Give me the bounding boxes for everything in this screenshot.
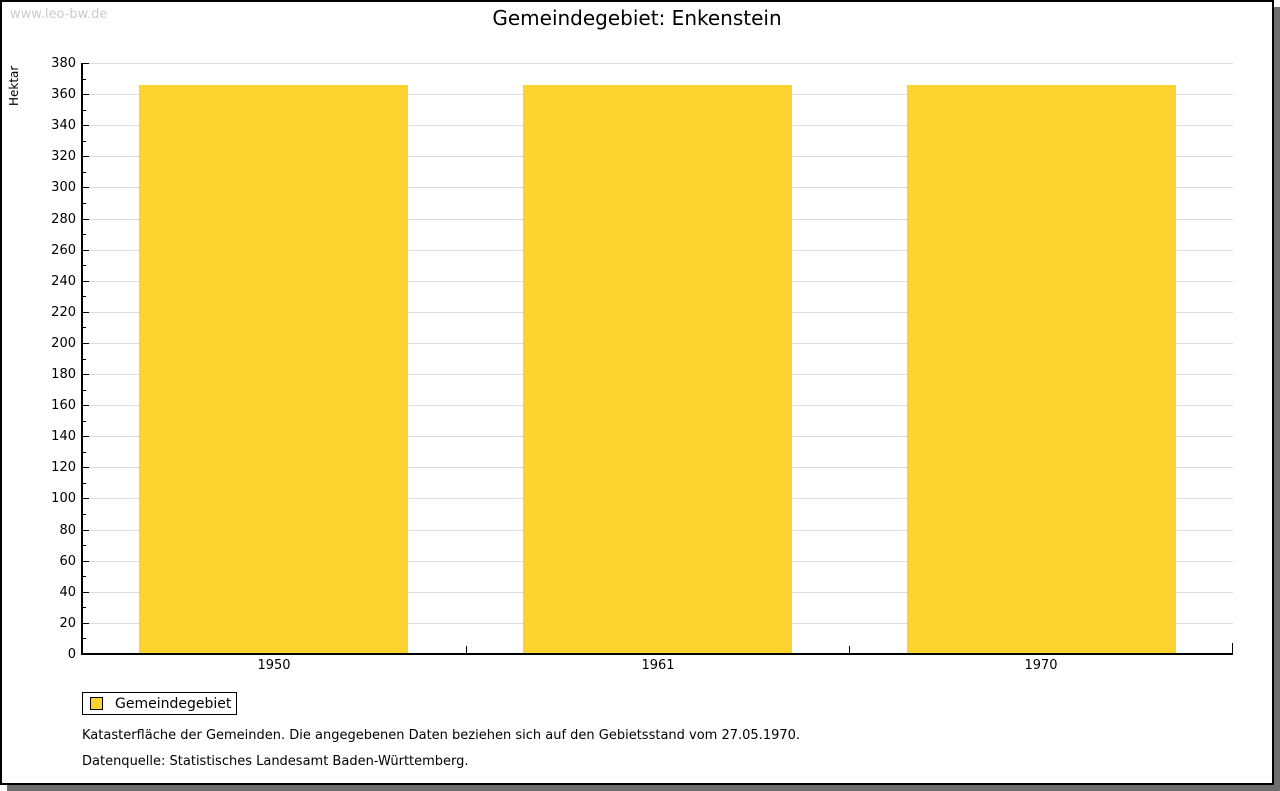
y-tick xyxy=(82,483,86,484)
legend-box: Gemeindegebiet xyxy=(82,692,237,715)
y-tick xyxy=(82,125,89,126)
y-tick xyxy=(82,561,89,562)
y-tick xyxy=(82,405,89,406)
y-tick xyxy=(82,234,86,235)
y-tick xyxy=(82,545,86,546)
y-tick-label: 100 xyxy=(51,491,76,506)
y-tick-label: 80 xyxy=(59,523,76,538)
y-tick xyxy=(82,327,86,328)
y-tick xyxy=(82,576,86,577)
footer-source: Datenquelle: Statistisches Landesamt Bad… xyxy=(82,754,469,769)
bar xyxy=(907,85,1176,654)
y-tick xyxy=(82,250,89,251)
bar xyxy=(139,85,408,654)
x-axis-line xyxy=(81,653,1233,655)
y-tick xyxy=(82,343,89,344)
y-tick xyxy=(82,390,86,391)
y-tick-label: 0 xyxy=(67,647,76,662)
y-tick-label: 200 xyxy=(51,336,76,351)
y-tick-label: 260 xyxy=(51,243,76,258)
y-tick xyxy=(82,467,89,468)
bar xyxy=(523,85,792,654)
y-tick xyxy=(82,79,86,80)
legend-swatch xyxy=(90,697,103,710)
y-tick xyxy=(82,203,86,204)
y-tick xyxy=(82,607,86,608)
y-tick-label: 140 xyxy=(51,429,76,444)
y-tick xyxy=(82,452,86,453)
y-tick-label: 280 xyxy=(51,212,76,227)
y-tick xyxy=(82,265,86,266)
y-tick-label: 320 xyxy=(51,149,76,164)
y-tick-label: 340 xyxy=(51,118,76,133)
x-tick-label: 1970 xyxy=(1024,658,1058,673)
y-tick xyxy=(82,63,89,64)
y-tick xyxy=(82,187,89,188)
y-tick xyxy=(82,530,89,531)
y-tick-label: 160 xyxy=(51,398,76,413)
footer-note: Katasterfläche der Gemeinden. Die angege… xyxy=(82,728,801,743)
y-tick-label: 180 xyxy=(51,367,76,382)
y-tick-label: 40 xyxy=(59,585,76,600)
gridline xyxy=(82,63,1233,64)
x-tick-label: 1950 xyxy=(257,658,291,673)
y-tick xyxy=(82,638,86,639)
y-axis-line xyxy=(81,63,83,654)
watermark: www.leo-bw.de xyxy=(10,7,108,22)
plot-area: 0 20 40 60 80 100 120 140 160 180 200 220 240 260 280 3… xyxy=(2,2,1272,783)
y-tick xyxy=(82,436,89,437)
x-tick-label: 1961 xyxy=(641,658,675,673)
y-tick xyxy=(82,296,86,297)
y-tick xyxy=(82,156,89,157)
y-tick-label: 60 xyxy=(59,554,76,569)
y-tick xyxy=(82,359,86,360)
x-separator-tick xyxy=(849,646,850,654)
y-tick xyxy=(82,312,89,313)
y-tick-label: 360 xyxy=(51,87,76,102)
y-tick-label: 300 xyxy=(51,180,76,195)
y-tick-label: 20 xyxy=(59,616,76,631)
y-tick xyxy=(82,623,89,624)
y-tick xyxy=(82,219,89,220)
y-tick-label: 120 xyxy=(51,460,76,475)
y-tick xyxy=(82,110,86,111)
y-tick xyxy=(82,172,86,173)
x-separator-tick xyxy=(466,646,467,654)
chart-title: Gemeindegebiet: Enkenstein xyxy=(492,6,782,30)
x-end-tick xyxy=(1232,643,1233,653)
y-tick xyxy=(82,374,89,375)
y-tick xyxy=(82,592,89,593)
y-tick xyxy=(82,421,86,422)
y-tick-label: 380 xyxy=(51,56,76,71)
legend-label: Gemeindegebiet xyxy=(115,695,232,712)
y-tick xyxy=(82,498,89,499)
y-tick xyxy=(82,141,86,142)
y-tick xyxy=(82,94,89,95)
y-tick-label: 220 xyxy=(51,305,76,320)
y-tick-label: 240 xyxy=(51,274,76,289)
y-tick xyxy=(82,281,89,282)
y-tick xyxy=(82,514,86,515)
